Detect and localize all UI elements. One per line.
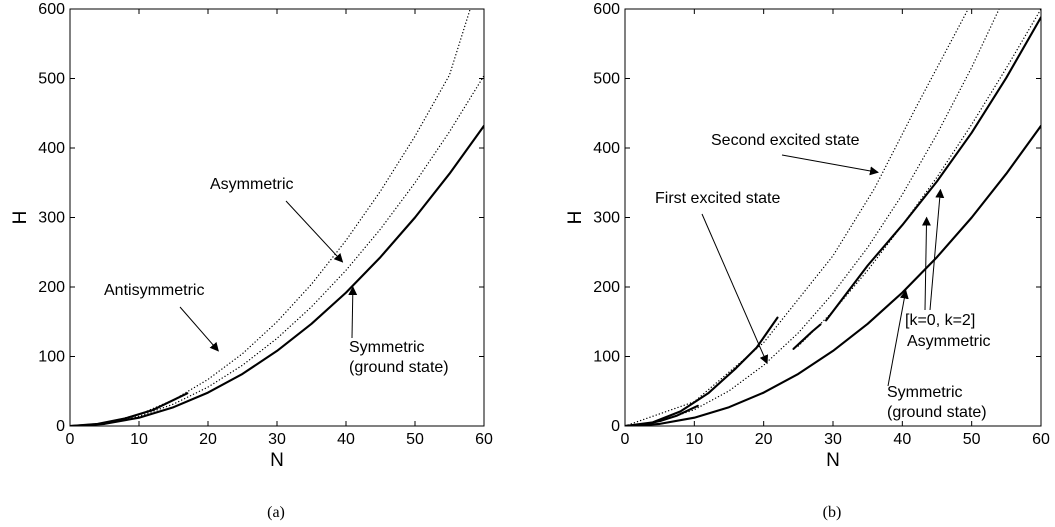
dotted-series-line — [625, 9, 969, 426]
y-tick-label: 200 — [593, 279, 620, 296]
y-axis-label: H — [10, 211, 31, 225]
annotation-label: Antisymmetric — [104, 282, 204, 299]
solid-series-line — [70, 124, 484, 426]
panel-caption: (b) — [823, 504, 842, 521]
annotation-label: Asymmetric — [907, 333, 991, 350]
x-tick-label: 40 — [893, 431, 911, 448]
x-tick-label: 30 — [268, 431, 286, 448]
annotation-arrow — [348, 286, 358, 339]
y-axis-label: H — [565, 211, 586, 225]
y-tick-label: 200 — [38, 279, 65, 296]
annotation-label: First excited state — [655, 190, 780, 207]
annotation-arrow — [179, 306, 219, 352]
y-tick-label: 400 — [593, 140, 620, 157]
annotation-label: Symmetric — [349, 339, 425, 356]
y-tick-label: 600 — [593, 1, 620, 18]
x-tick-label: 10 — [130, 431, 148, 448]
x-tick-label: 0 — [621, 431, 630, 448]
annotation-arrow — [929, 188, 945, 311]
y-tick-label: 500 — [593, 71, 620, 88]
annotation-label: Asymmetric — [210, 176, 294, 193]
solid-series-line — [792, 323, 822, 350]
x-tick-label: 50 — [406, 431, 424, 448]
y-tick-label: 0 — [611, 418, 620, 435]
annotation-arrow — [285, 200, 344, 263]
panel-b: 0 10 20 30 40 50 600100200300400500600NHSecond… — [565, 1, 1050, 521]
dotted-series-line — [625, 9, 1000, 426]
solid-series-line — [70, 392, 189, 426]
x-tick-label: 20 — [199, 431, 217, 448]
dotted-series-line — [70, 9, 471, 426]
x-tick-label: 60 — [1032, 431, 1050, 448]
x-axis-label: N — [270, 450, 284, 471]
y-tick-label: 100 — [38, 349, 65, 366]
x-axis-label: N — [826, 450, 840, 471]
y-tick-label: 600 — [38, 1, 65, 18]
y-tick-label: 300 — [38, 210, 65, 227]
annotation-arrow — [701, 213, 769, 365]
plot-frame — [624, 8, 1042, 427]
annotation-arrow — [887, 289, 909, 387]
solid-series-line — [825, 16, 1041, 322]
y-tick-label: 0 — [56, 418, 65, 435]
x-tick-label: 40 — [337, 431, 355, 448]
solid-series-line — [625, 124, 1041, 426]
panel-caption: (a) — [267, 504, 285, 521]
dotted-series-line — [70, 75, 484, 426]
x-tick-label: 60 — [475, 431, 493, 448]
solid-series-line — [625, 316, 779, 426]
x-tick-label: 50 — [963, 431, 981, 448]
annotation-arrow — [781, 154, 879, 176]
dotted-series-line — [797, 9, 1041, 347]
y-tick-label: 100 — [593, 349, 620, 366]
x-tick-label: 20 — [755, 431, 773, 448]
annotation-label: Symmetric — [887, 384, 963, 401]
annotation-label: Second excited state — [711, 132, 860, 149]
panel-a: 0 10 20 30 40 50 600100200300400500600NHAsymme… — [10, 1, 493, 521]
y-tick-label: 300 — [593, 210, 620, 227]
annotation-arrow — [921, 216, 931, 311]
x-tick-label: 30 — [824, 431, 842, 448]
annotation-label: (ground state) — [349, 359, 449, 376]
y-tick-label: 400 — [38, 140, 65, 157]
x-tick-label: 10 — [685, 431, 703, 448]
annotation-label: (ground state) — [887, 404, 987, 421]
y-tick-label: 500 — [38, 71, 65, 88]
x-tick-label: 0 — [66, 431, 75, 448]
annotation-label: [k=0, k=2] — [905, 312, 975, 329]
